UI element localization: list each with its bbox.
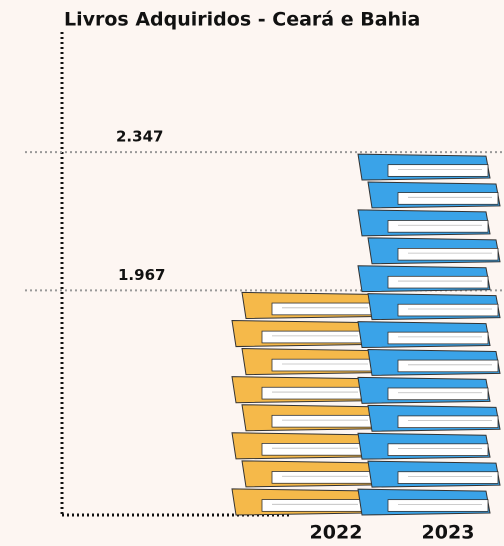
book-pages bbox=[387, 387, 489, 401]
book-stack bbox=[357, 153, 501, 516]
x-tick-label: 2022 bbox=[310, 522, 363, 544]
book-pages bbox=[261, 499, 365, 512]
book-pages bbox=[387, 331, 489, 345]
book-pages bbox=[397, 303, 499, 317]
book-pages bbox=[387, 164, 489, 177]
book-pages bbox=[261, 330, 365, 344]
book-pages bbox=[261, 386, 365, 400]
book-pages bbox=[387, 443, 489, 456]
book-pages bbox=[271, 358, 375, 372]
book-pages bbox=[387, 499, 489, 512]
book-pages bbox=[387, 275, 489, 289]
book-pages bbox=[397, 192, 499, 205]
value-label: 2.347 bbox=[116, 128, 163, 146]
book-pages bbox=[261, 443, 365, 456]
book-pages bbox=[397, 471, 499, 484]
value-label: 1.967 bbox=[118, 266, 165, 284]
book-pages bbox=[397, 359, 499, 373]
book-pages bbox=[397, 415, 499, 429]
x-tick-label: 2023 bbox=[422, 522, 475, 544]
book-pages bbox=[387, 220, 489, 233]
book-pages bbox=[271, 471, 375, 484]
book-stack bbox=[231, 291, 377, 516]
book-pages bbox=[271, 414, 375, 428]
book-pages bbox=[397, 248, 499, 261]
chart-title: Livros Adquiridos - Ceará e Bahia bbox=[64, 9, 420, 31]
book-pages bbox=[271, 302, 375, 316]
